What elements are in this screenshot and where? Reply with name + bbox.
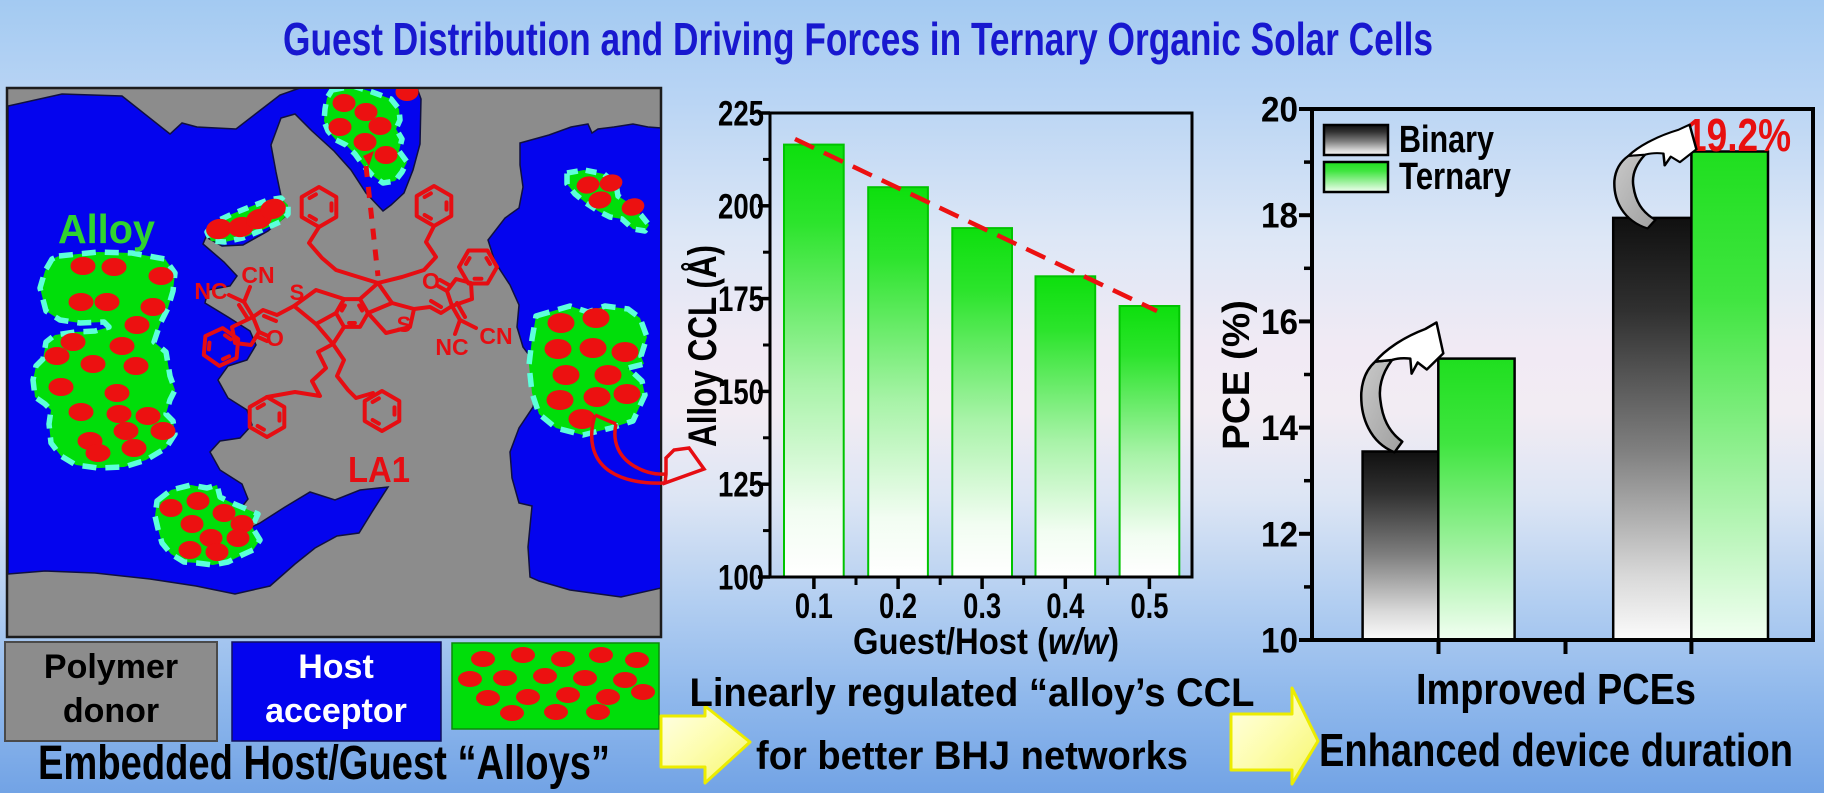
svg-text:0.1: 0.1 <box>795 587 833 626</box>
svg-text:Embedded Host/Guest “Alloys”: Embedded Host/Guest “Alloys” <box>38 737 610 790</box>
svg-text:NC: NC <box>435 334 468 360</box>
svg-text:O: O <box>266 325 284 351</box>
svg-text:for better BHJ networks: for better BHJ networks <box>756 734 1188 778</box>
svg-text:CN: CN <box>241 262 274 288</box>
svg-text:16: 16 <box>1261 303 1298 342</box>
svg-text:Alloy CCL (Å): Alloy CCL (Å) <box>680 245 725 447</box>
svg-text:Binary: Binary <box>1399 119 1494 161</box>
svg-text:Improved PCEs: Improved PCEs <box>1416 665 1696 714</box>
svg-text:PCE (%): PCE (%) <box>1216 300 1258 450</box>
svg-text:donor: donor <box>63 692 159 730</box>
svg-text:125: 125 <box>718 466 764 505</box>
svg-text:175: 175 <box>718 280 764 319</box>
svg-text:150: 150 <box>718 373 764 412</box>
svg-text:19.2%: 19.2% <box>1686 109 1791 161</box>
svg-text:S: S <box>290 280 305 305</box>
svg-text:acceptor: acceptor <box>265 692 407 730</box>
svg-text:10: 10 <box>1261 622 1298 661</box>
svg-text:Guest/Host (w/w): Guest/Host (w/w) <box>853 621 1119 662</box>
svg-text:Enhanced device duration: Enhanced device duration <box>1319 724 1793 776</box>
svg-text:0.3: 0.3 <box>963 587 1001 626</box>
svg-text:Ternary: Ternary <box>1399 156 1511 198</box>
svg-text:20: 20 <box>1261 91 1298 130</box>
svg-text:CN: CN <box>479 323 512 349</box>
svg-text:0.2: 0.2 <box>879 587 917 626</box>
svg-text:12: 12 <box>1261 515 1298 554</box>
svg-text:100: 100 <box>718 559 764 598</box>
svg-text:0.5: 0.5 <box>1130 587 1168 626</box>
svg-text:Guest Distribution and Driving: Guest Distribution and Driving Forces in… <box>283 13 1433 65</box>
svg-text:Alloy: Alloy <box>58 206 155 252</box>
svg-text:Linearly regulated “alloy’s CC: Linearly regulated “alloy’s CCL <box>690 671 1255 715</box>
svg-text:14: 14 <box>1261 409 1299 448</box>
svg-text:0.4: 0.4 <box>1046 587 1084 626</box>
svg-text:200: 200 <box>718 187 764 226</box>
svg-text:NC: NC <box>194 278 227 304</box>
svg-text:Host: Host <box>298 648 374 686</box>
svg-text:O: O <box>422 268 440 294</box>
svg-text:Polymer: Polymer <box>44 648 178 686</box>
svg-text:18: 18 <box>1261 197 1298 236</box>
svg-text:S: S <box>397 312 412 337</box>
svg-text:225: 225 <box>718 95 764 134</box>
svg-text:LA1: LA1 <box>348 449 410 490</box>
